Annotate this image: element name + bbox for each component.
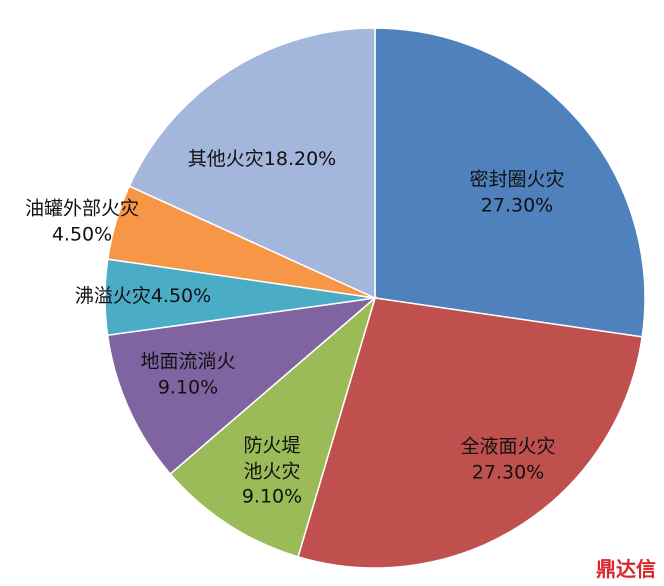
pie-slice <box>374 27 646 338</box>
slice-label: 密封圈火灾 27.30% <box>469 167 564 218</box>
slice-label: 油罐外部火灾 4.50% <box>25 196 139 247</box>
slice-label: 地面流淌火 9.10% <box>140 349 235 400</box>
category-label: 全液面火灾 <box>460 435 556 458</box>
pie-slice <box>297 297 644 569</box>
value-label: 27.30% <box>471 461 545 483</box>
category-label: 防火堤池火灾 <box>243 434 301 483</box>
value-label: 27.30% <box>480 194 554 216</box>
slice-label: 全液面火灾 27.30% <box>460 434 555 485</box>
category-label: 其他火灾 <box>187 148 264 171</box>
pie-slice <box>128 27 376 300</box>
category-label: 沸溢火灾 <box>74 285 151 308</box>
pie-slice <box>169 295 377 558</box>
value-label: 4.50% <box>51 223 113 245</box>
slice-label: 沸溢火灾4.50% <box>75 284 211 310</box>
value-label: 9.10% <box>157 376 219 398</box>
value-label: 9.10% <box>241 485 303 508</box>
slice-label: 防火堤池火灾 9.10% <box>239 434 305 511</box>
category-label: 密封圈火灾 <box>469 168 565 191</box>
value-label: 18.20% <box>263 148 337 171</box>
category-label: 油罐外部火灾 <box>24 197 140 220</box>
watermark: 鼎达信 <box>596 557 656 581</box>
slice-label: 其他火灾18.20% <box>188 147 336 173</box>
category-label: 地面流淌火 <box>140 350 236 373</box>
pie-slice <box>106 296 378 476</box>
value-label: 4.50% <box>150 285 212 308</box>
